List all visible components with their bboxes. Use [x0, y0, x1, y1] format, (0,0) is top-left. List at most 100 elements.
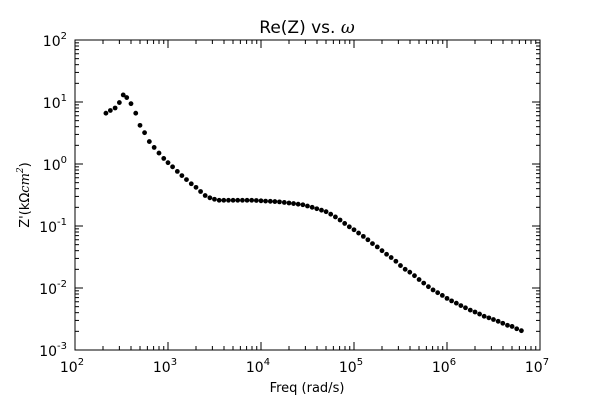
data-point: [161, 156, 167, 161]
data-point: [435, 290, 441, 296]
data-point: [365, 237, 371, 243]
data-point: [439, 292, 445, 298]
data-point: [272, 199, 278, 204]
y-axis-label-omega: Ω: [18, 193, 33, 203]
x-tick-label: 104: [246, 357, 270, 376]
data-point: [151, 145, 157, 150]
data-point: [402, 266, 408, 272]
data-point: [491, 317, 496, 322]
data-point: [188, 181, 194, 187]
data-point: [514, 326, 520, 332]
data-point: [486, 315, 492, 321]
data-point: [230, 197, 236, 203]
data-point: [333, 214, 338, 220]
x-tick-label: 105: [339, 357, 363, 376]
y-axis-ticks: [75, 39, 540, 351]
data-point: [142, 130, 147, 136]
data-series: [103, 92, 524, 334]
data-point: [112, 105, 118, 111]
data-point: [337, 217, 343, 223]
data-point: [453, 300, 459, 306]
y-axis-label-exp: 2: [16, 167, 26, 174]
data-point: [226, 197, 231, 203]
data-point: [449, 298, 454, 304]
data-point: [519, 328, 524, 334]
data-point: [263, 198, 268, 204]
data-point: [463, 305, 468, 311]
data-point: [277, 199, 282, 205]
data-point: [472, 309, 478, 315]
data-point: [249, 197, 255, 203]
data-point: [300, 202, 306, 208]
data-point: [103, 110, 109, 116]
data-point: [407, 269, 413, 275]
chart-title-omega: ω: [341, 18, 355, 38]
data-point: [267, 198, 273, 204]
data-point: [258, 198, 264, 204]
chart-title: Re(Z) vs. ω: [259, 18, 355, 38]
y-axis-label-cm: cm: [18, 173, 33, 193]
data-point: [291, 201, 296, 206]
y-tick-label: 101: [43, 93, 67, 112]
data-point: [156, 150, 162, 156]
y-tick-label: 10-1: [39, 217, 67, 236]
data-point: [412, 273, 417, 279]
data-point: [370, 241, 375, 247]
data-point: [430, 287, 436, 293]
data-point: [305, 203, 310, 209]
data-point: [351, 227, 357, 233]
y-axis-label-suffix: ): [18, 162, 33, 167]
y-tick-label: 100: [43, 155, 67, 174]
data-point: [505, 322, 510, 328]
data-point: [346, 224, 352, 230]
data-point: [360, 233, 366, 239]
data-point: [398, 263, 403, 268]
x-axis-label: Freq (rad/s): [270, 381, 345, 396]
plot-area: [74, 39, 541, 351]
data-point: [356, 230, 361, 236]
data-point: [253, 198, 259, 203]
data-point: [323, 209, 329, 215]
data-point: [314, 206, 320, 212]
x-tick-label: 103: [153, 357, 177, 376]
data-point: [467, 307, 473, 313]
data-point: [309, 204, 315, 210]
y-axis-label: Z'(kΩcm2): [16, 162, 33, 227]
x-tick-label: 106: [432, 357, 456, 376]
y-axis-label-prefix: Z'(: [18, 210, 33, 228]
y-tick-label: 102: [43, 31, 67, 50]
data-point: [124, 95, 130, 100]
data-point: [416, 277, 422, 282]
x-tick-label: 107: [525, 357, 549, 376]
data-point: [495, 318, 501, 324]
data-point: [444, 295, 450, 301]
data-point: [116, 100, 122, 105]
data-point: [146, 139, 152, 144]
data-point: [319, 207, 324, 213]
data-point: [165, 160, 171, 166]
x-axis-ticks: [74, 40, 541, 350]
data-point: [184, 177, 189, 183]
data-point: [393, 258, 399, 264]
y-tick-label: 10-3: [39, 341, 67, 360]
data-point: [202, 193, 208, 198]
data-point: [216, 197, 222, 203]
data-point: [421, 280, 427, 286]
data-point: [107, 108, 113, 113]
data-point: [481, 313, 487, 319]
data-point: [212, 196, 217, 202]
data-point: [193, 184, 199, 190]
data-point: [342, 221, 348, 226]
data-point: [179, 173, 185, 178]
data-point: [133, 110, 139, 116]
data-point: [207, 195, 213, 201]
data-point: [379, 248, 385, 254]
data-point: [509, 324, 515, 329]
data-point: [388, 255, 394, 260]
data-point: [240, 197, 245, 203]
data-point: [328, 211, 334, 217]
data-point: [128, 101, 134, 107]
data-point: [426, 284, 431, 290]
